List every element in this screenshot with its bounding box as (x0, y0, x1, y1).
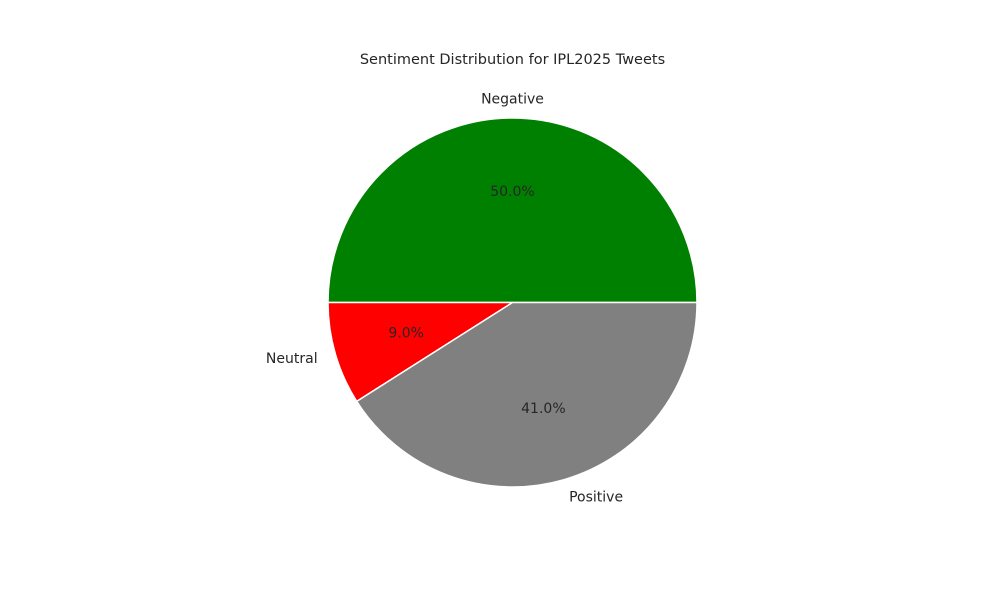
chart-title: Sentiment Distribution for IPL2025 Tweet… (360, 52, 665, 68)
pie-slice-neutral (327, 301, 514, 403)
slice-percent-negative: 50.0% (490, 184, 534, 200)
slice-percent-positive: 41.0% (521, 401, 565, 417)
pie-slice-positive (355, 301, 698, 488)
slice-label-negative: Negative (481, 92, 544, 108)
slice-label-positive: Positive (569, 489, 623, 505)
pie-slices (327, 117, 698, 488)
slice-label-neutral: Neutral (266, 351, 318, 367)
pie-labels: Negative 50.0% Neutral 9.0% Positive 41.0% (266, 92, 623, 506)
pie-slice-negative (327, 117, 698, 304)
slice-percent-neutral: 9.0% (388, 325, 424, 341)
